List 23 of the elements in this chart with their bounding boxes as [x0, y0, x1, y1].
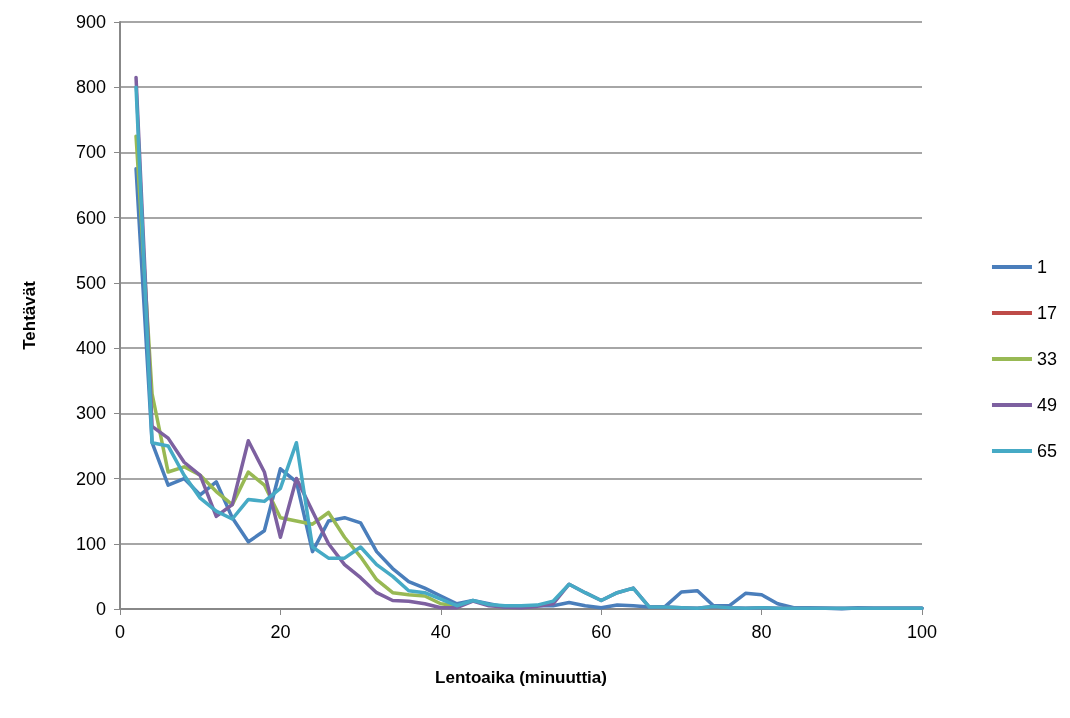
- y-tick-label: 200: [75, 468, 106, 489]
- y-tick-label: 100: [75, 533, 106, 554]
- y-tick-label: 700: [75, 142, 106, 163]
- y-tick-label: 400: [75, 338, 106, 359]
- legend-label: 65: [1036, 441, 1058, 461]
- x-axis-title: Lentoaika (minuuttia): [435, 668, 607, 687]
- x-tick-label: 40: [430, 622, 451, 642]
- x-tick-label: 20: [270, 622, 291, 642]
- y-axis-title: Tehtävät: [20, 280, 39, 350]
- legend-label: 33: [1036, 349, 1058, 369]
- legend-label: 1: [1036, 257, 1047, 277]
- x-tick-label: 100: [906, 622, 938, 642]
- y-tick-label: 800: [75, 77, 106, 98]
- y-tick-label: 0: [95, 599, 106, 619]
- y-tick-label: 500: [75, 272, 106, 293]
- y-tick-label: 900: [75, 12, 106, 32]
- x-tick-label: 0: [114, 622, 126, 642]
- y-tick-label: 300: [75, 403, 106, 424]
- y-tick-label: 600: [75, 207, 106, 228]
- legend-label: 49: [1036, 395, 1058, 415]
- legend-label: 17: [1036, 303, 1058, 323]
- x-tick-label: 80: [751, 622, 772, 642]
- x-tick-label: 60: [591, 622, 612, 642]
